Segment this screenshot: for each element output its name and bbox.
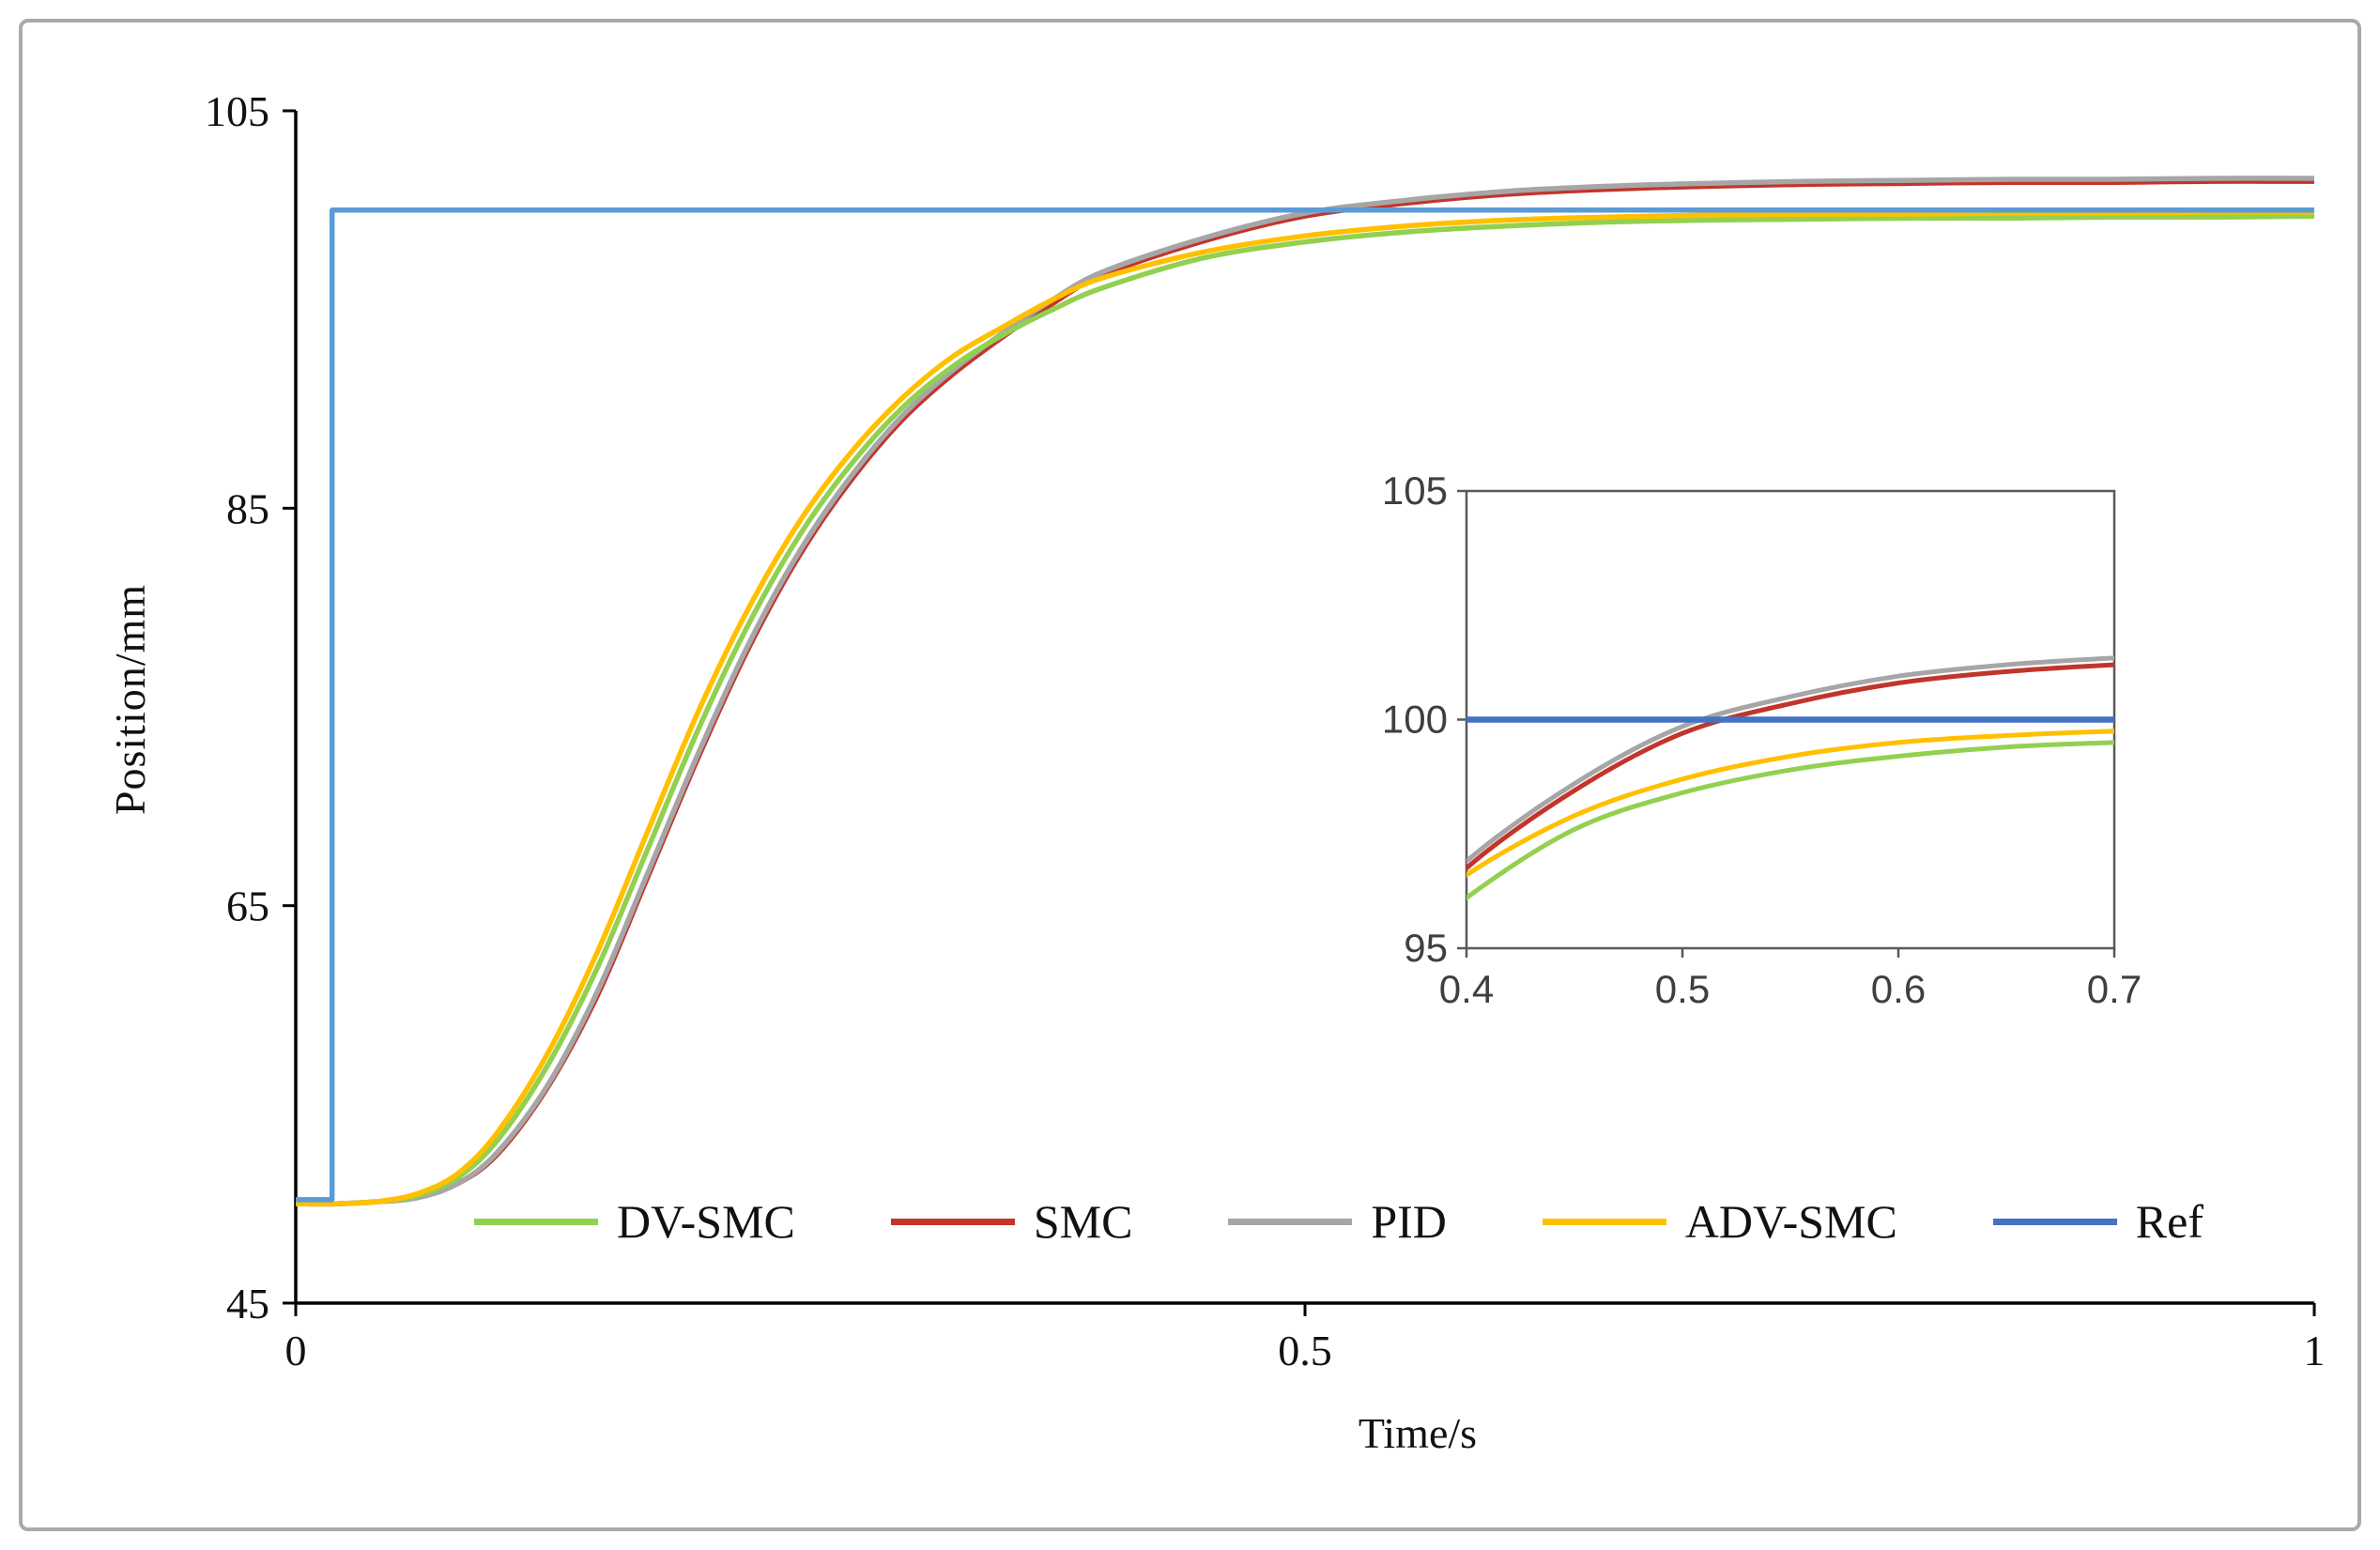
x-axis-title: Time/s <box>1358 1409 1478 1457</box>
legend-line-PID-icon <box>1228 1218 1353 1225</box>
series-line-Ref-inset <box>1466 716 2114 723</box>
main-x-tick-label: 0.5 <box>1278 1327 1332 1374</box>
legend-label-Ref: Ref <box>2135 1195 2203 1248</box>
series-line-DV-SMC <box>295 213 2315 1207</box>
inset-y-tick-label: 100 <box>1382 698 1448 742</box>
chart-legend: DV-SMC SMC PID ADV-SMC Ref <box>474 1190 2203 1252</box>
legend-line-DV-SMC-icon <box>474 1218 598 1225</box>
legend-line-SMC-icon <box>890 1218 1015 1225</box>
main-x-tick-label: 0 <box>285 1327 307 1374</box>
legend-item-DV-SMC: DV-SMC <box>474 1198 795 1245</box>
legend-label-SMC: SMC <box>1033 1195 1133 1248</box>
y-axis-title: Position/mm <box>106 583 154 816</box>
legend-item-PID: PID <box>1228 1198 1447 1245</box>
series-line-PID <box>295 176 2315 1207</box>
main-y-tick-label: 65 <box>226 882 269 930</box>
inset-x-tick-label: 0.6 <box>1871 967 1926 1011</box>
main-y-tick-label: 45 <box>226 1280 269 1327</box>
main-y-tick-label: 105 <box>205 87 269 135</box>
main-x-tick-label: 1 <box>2304 1327 2326 1374</box>
inset-y-tick-label: 95 <box>1404 926 1448 970</box>
inset-x-tick-label: 0.5 <box>1655 967 1710 1011</box>
inset-x-tick-label: 0.4 <box>1439 967 1494 1011</box>
legend-label-DV-SMC: DV-SMC <box>617 1195 795 1248</box>
legend-label-ADV-SMC: ADV-SMC <box>1684 1195 1897 1248</box>
legend-label-PID: PID <box>1371 1195 1447 1248</box>
series-line-ADV-SMC <box>295 209 2315 1207</box>
inset-y-tick-label: 105 <box>1382 468 1448 513</box>
legend-line-Ref-icon <box>1992 1218 2117 1225</box>
series-line-SMC <box>295 178 2315 1207</box>
legend-item-ADV-SMC: ADV-SMC <box>1542 1195 1897 1248</box>
series-line-Ref <box>296 207 2314 1203</box>
legend-line-ADV-SMC-icon <box>1542 1218 1666 1225</box>
inset-x-tick-label: 0.7 <box>2087 967 2142 1011</box>
legend-item-SMC: SMC <box>890 1195 1133 1248</box>
legend-item-Ref: Ref <box>1992 1195 2203 1248</box>
main-y-tick-label: 85 <box>226 484 269 532</box>
